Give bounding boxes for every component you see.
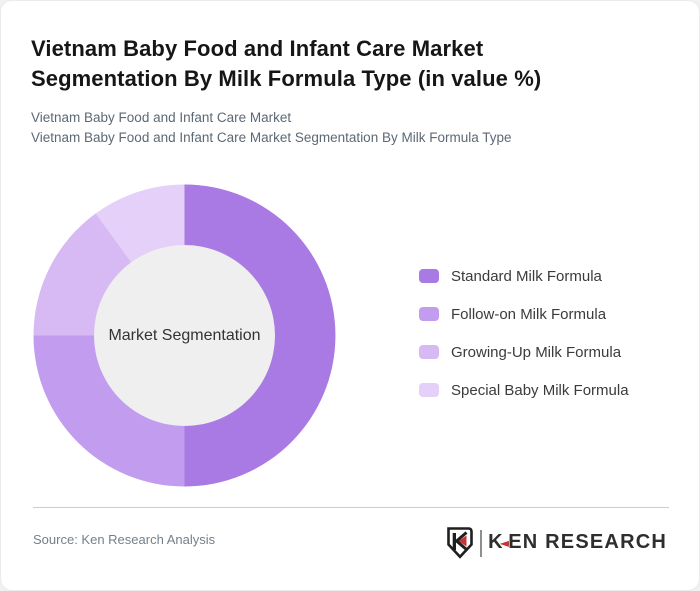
- legend-swatch-icon: [419, 345, 439, 359]
- legend-item[interactable]: Standard Milk Formula: [419, 267, 629, 285]
- chart-legend: Standard Milk Formula Follow-on Milk Form…: [419, 267, 629, 419]
- legend-swatch-icon: [419, 383, 439, 397]
- legend-swatch-icon: [419, 269, 439, 283]
- subtitle-line-2: Vietnam Baby Food and Infant Care Market…: [31, 130, 512, 145]
- donut-svg: [33, 184, 336, 487]
- logo-separator: [480, 529, 483, 557]
- logo-k: K: [488, 531, 504, 553]
- source-note: Source: Ken Research Analysis: [33, 532, 216, 547]
- legend-label: Special Baby Milk Formula: [451, 381, 629, 399]
- logo-rest: EN RESEARCH: [508, 531, 667, 553]
- logo-arrow-icon: ◄: [499, 536, 511, 550]
- ken-research-logo: K◄EN RESEARCH: [445, 525, 667, 561]
- chart-subtitle: Vietnam Baby Food and Infant Care Market…: [31, 108, 671, 148]
- legend-swatch-icon: [419, 307, 439, 321]
- page-title: Vietnam Baby Food and Infant Care Market…: [31, 36, 542, 91]
- donut-hole: [94, 245, 275, 426]
- legend-item[interactable]: Growing-Up Milk Formula: [419, 343, 629, 361]
- legend-label: Standard Milk Formula: [451, 267, 602, 285]
- subtitle-line-1: Vietnam Baby Food and Infant Care Market: [31, 110, 292, 125]
- legend-item[interactable]: Follow-on Milk Formula: [419, 305, 629, 323]
- donut-chart: Market Segmentation: [33, 184, 336, 487]
- legend-label: Growing-Up Milk Formula: [451, 343, 622, 361]
- ken-research-shield-icon: [447, 527, 473, 559]
- logo-wordmark: K◄EN RESEARCH: [488, 524, 667, 562]
- legend-label: Follow-on Milk Formula: [451, 305, 607, 323]
- footer-divider: [33, 507, 669, 508]
- legend-item[interactable]: Special Baby Milk Formula: [419, 381, 629, 399]
